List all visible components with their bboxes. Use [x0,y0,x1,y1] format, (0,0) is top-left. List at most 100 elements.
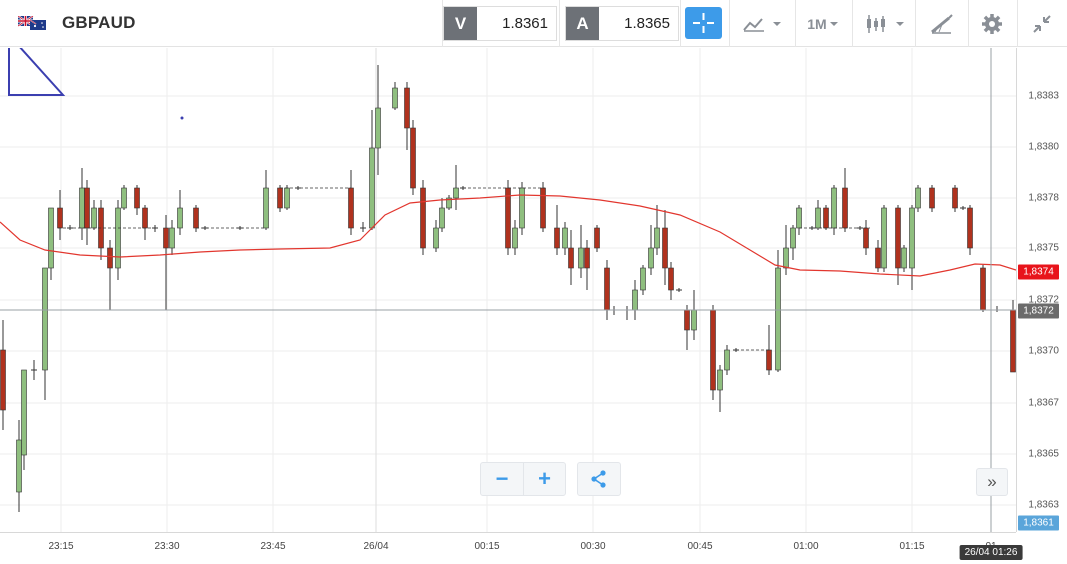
candle[interactable] [909,205,915,290]
candle[interactable] [823,205,829,230]
zoom-out-button[interactable]: − [495,466,509,491]
candle[interactable] [632,280,638,320]
candle[interactable] [952,185,958,212]
candle[interactable] [91,200,97,230]
candle[interactable] [1010,300,1016,373]
candle[interactable] [392,82,398,110]
candle[interactable] [863,220,869,255]
candle[interactable] [540,182,546,232]
candle[interactable] [79,168,85,240]
candle[interactable] [410,120,416,195]
candle[interactable] [584,240,590,290]
candle[interactable] [177,190,183,235]
candle[interactable] [84,180,90,245]
candle[interactable] [562,222,568,255]
point-drawing[interactable] [180,116,184,120]
timeframe-dropdown[interactable]: 1M [800,6,848,41]
candle[interactable] [895,205,901,285]
candle[interactable] [640,265,646,295]
candle[interactable] [505,180,511,255]
candle[interactable] [901,245,907,272]
candle[interactable] [31,360,37,380]
candle[interactable] [48,207,54,280]
price-chart[interactable] [0,48,1016,532]
candle[interactable] [420,180,426,255]
candle[interactable] [594,225,600,252]
candle[interactable] [134,185,140,215]
candle[interactable] [967,205,973,255]
candle[interactable] [107,240,113,310]
candle[interactable] [724,345,730,375]
candle[interactable] [842,168,848,232]
candle[interactable] [960,206,966,210]
candle[interactable] [815,200,821,230]
candle[interactable] [42,267,48,400]
candle[interactable] [512,220,518,255]
candle[interactable] [881,205,887,272]
drawing-tools-button[interactable] [920,6,964,41]
sell-quote[interactable]: V 1.8361 [443,6,557,41]
candle[interactable] [717,365,723,412]
collapse-button[interactable] [1022,6,1062,41]
candle[interactable] [790,225,796,260]
settings-button[interactable] [972,6,1012,41]
share-button[interactable] [578,463,620,495]
candle[interactable] [648,225,654,275]
candle[interactable] [360,222,366,232]
chart-type-icon [742,17,781,32]
candle[interactable] [676,288,682,292]
candle[interactable] [142,205,148,240]
scroll-to-latest-button[interactable]: » [976,468,1008,496]
candle[interactable] [67,225,73,230]
candle[interactable] [668,262,674,300]
candle[interactable] [662,210,668,285]
candle[interactable] [831,185,837,235]
candle[interactable] [446,195,452,210]
candle[interactable] [929,185,935,212]
time-axis[interactable]: 0101:1501:0000:4500:3000:1526/0423:4523:… [0,532,1023,564]
candle[interactable] [115,200,121,280]
candle[interactable] [439,198,445,232]
candle[interactable] [284,185,290,210]
candle[interactable] [404,82,410,150]
candle[interactable] [604,260,610,320]
candle[interactable] [21,369,27,470]
triangle-drawing[interactable] [8,48,66,96]
candle[interactable] [654,205,660,255]
candle[interactable] [277,185,283,212]
price-axis[interactable]: 1,8374 1,8372 1,8361 1,8383 1,8380 1,8378 1… [1016,48,1067,532]
candle[interactable] [375,65,381,175]
candle[interactable] [980,265,986,312]
candlestick-button[interactable] [858,6,910,41]
candle[interactable] [568,230,574,285]
candle[interactable] [875,240,881,272]
candle[interactable] [994,306,1000,312]
candle[interactable] [691,290,697,340]
candle[interactable] [152,225,158,232]
buy-quote[interactable]: A 1.8365 [565,6,679,41]
candle[interactable] [348,170,354,235]
candle[interactable] [0,320,6,430]
candle[interactable] [796,205,802,235]
chart-type-button[interactable] [735,6,790,41]
candle[interactable] [433,220,439,252]
candle[interactable] [684,305,690,350]
candle[interactable] [915,185,921,212]
candle[interactable] [163,215,169,310]
candle[interactable] [578,225,584,278]
candle[interactable] [519,182,525,235]
candle[interactable] [453,165,459,210]
candle[interactable] [98,200,104,260]
candle[interactable] [554,205,560,255]
crosshair-button[interactable] [685,7,722,39]
candle[interactable] [624,306,630,320]
candle[interactable] [16,420,22,512]
candle[interactable] [369,110,375,230]
candle[interactable] [775,250,781,372]
candle[interactable] [169,220,175,255]
candle[interactable] [121,185,127,210]
candle[interactable] [263,170,269,230]
price-tick-label: 1,8375 [1028,242,1059,254]
candle[interactable] [710,305,716,400]
zoom-in-button[interactable]: + [523,463,565,495]
